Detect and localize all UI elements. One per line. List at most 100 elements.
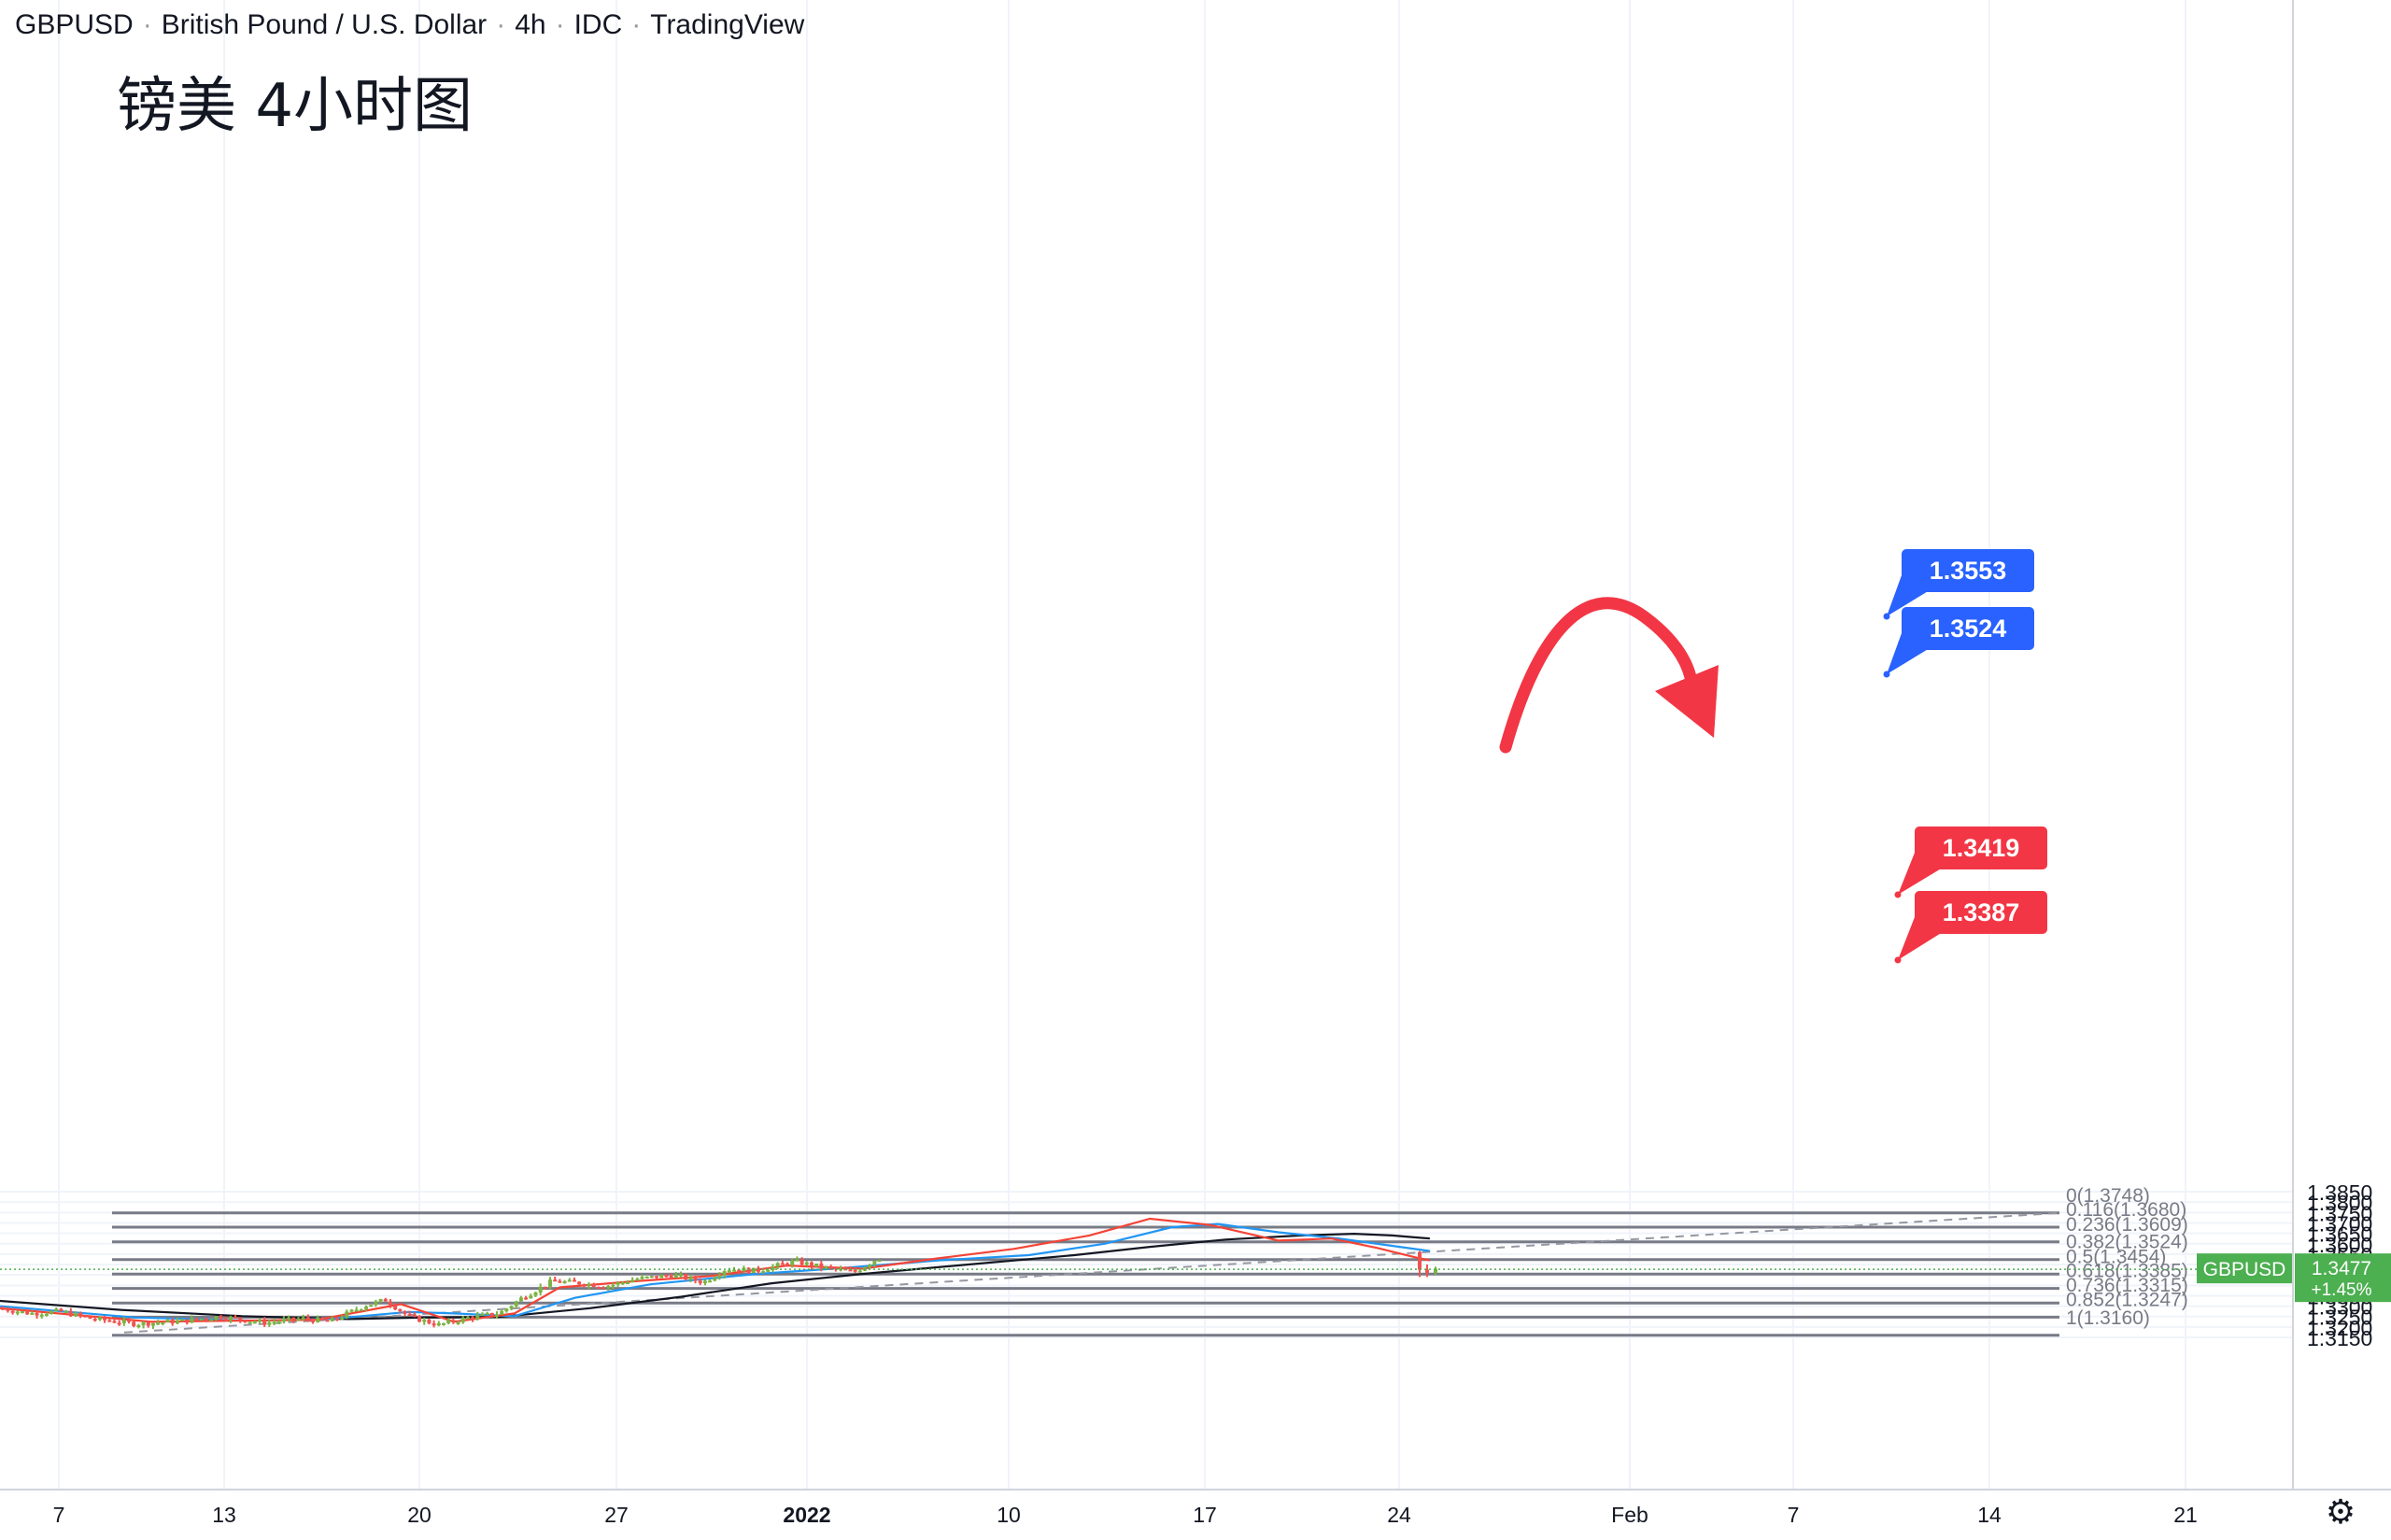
candle-body <box>809 1262 814 1266</box>
x-tick-label: 13 <box>212 1503 236 1527</box>
candle-body <box>272 1321 276 1324</box>
candle-body <box>591 1283 596 1288</box>
last-price-change: +1.45% <box>2312 1280 2372 1300</box>
candle-body <box>383 1299 388 1302</box>
x-tick-label: 17 <box>1193 1503 1217 1527</box>
candle-body <box>596 1287 601 1290</box>
y-tick-label: 1.3150 <box>2307 1326 2372 1350</box>
candle-body <box>611 1284 615 1287</box>
candle-body <box>853 1269 857 1272</box>
y-tick-label: 1.3800 <box>2307 1191 2372 1215</box>
candle-body <box>117 1322 121 1325</box>
candle-body <box>190 1318 194 1323</box>
candle-body <box>509 1306 514 1309</box>
candle-body <box>68 1310 73 1317</box>
candle-body <box>475 1315 480 1320</box>
price-label-box <box>1902 549 2034 592</box>
candle-body <box>471 1317 475 1320</box>
candle-body <box>39 1314 44 1317</box>
candle-body <box>393 1305 398 1309</box>
y-tick-label: 1.3250 <box>2307 1306 2372 1330</box>
candle-body <box>630 1279 635 1283</box>
y-tick-label: 1.3850 <box>2307 1180 2372 1205</box>
interval[interactable]: 4h <box>515 9 546 40</box>
gear-icon[interactable]: ⚙ <box>2325 1493 2356 1532</box>
data-source: IDC <box>573 9 623 40</box>
x-tick-label: 20 <box>407 1503 432 1527</box>
candle-body <box>136 1325 141 1328</box>
candle-body <box>625 1282 630 1285</box>
x-tick-label: 27 <box>604 1503 629 1527</box>
candle-body <box>398 1308 403 1311</box>
candle-body <box>369 1305 374 1307</box>
candle-body <box>669 1276 673 1279</box>
candle-body <box>489 1312 494 1316</box>
candle-body <box>732 1269 737 1272</box>
x-tick-label: 2022 <box>783 1503 830 1527</box>
candles <box>1 1250 1437 1330</box>
candle-body <box>267 1321 272 1325</box>
symbol-tag <box>2197 1253 2292 1284</box>
candle-body <box>582 1284 587 1287</box>
candle-body <box>364 1307 369 1309</box>
candle-body <box>296 1319 301 1321</box>
candle-body <box>427 1320 432 1324</box>
candle-body <box>684 1274 688 1279</box>
y-tick-label: 1.3200 <box>2307 1316 2372 1340</box>
candle-body <box>548 1279 553 1287</box>
candle-body <box>693 1277 698 1281</box>
candle-body <box>868 1264 872 1267</box>
ma-mid-line <box>0 1222 1431 1322</box>
candle-body <box>301 1317 305 1320</box>
candle-body <box>44 1313 49 1316</box>
candle-body <box>325 1320 330 1322</box>
price-label-box <box>1902 607 2034 650</box>
candle-body <box>644 1276 649 1279</box>
candle-body <box>161 1322 165 1325</box>
ma-fast-line <box>0 1217 1431 1323</box>
price-label-text: 1.3524 <box>1930 615 2007 643</box>
candle-body <box>281 1319 286 1322</box>
fib-label: 0.852(1.3247) <box>2066 1289 2188 1310</box>
candle-body <box>417 1315 422 1322</box>
x-tick-label: 7 <box>1788 1503 1800 1527</box>
candle-body <box>141 1321 146 1326</box>
candle-body <box>219 1316 223 1320</box>
candle-body <box>20 1311 24 1314</box>
candle-body <box>305 1317 310 1320</box>
y-tick-label: 1.3650 <box>2307 1222 2372 1247</box>
candle-body <box>679 1274 683 1277</box>
candle-body <box>6 1308 10 1311</box>
x-tick-label: 7 <box>53 1503 65 1527</box>
candle-body <box>316 1317 320 1322</box>
candle-body <box>795 1259 799 1262</box>
candle-body <box>1418 1251 1422 1270</box>
candle-body <box>175 1320 179 1324</box>
candle-body <box>276 1321 281 1324</box>
candle-body <box>1 1307 6 1310</box>
candle-body <box>334 1318 339 1321</box>
candle-body <box>824 1266 828 1269</box>
candle-body <box>500 1310 504 1315</box>
x-tick-label: 14 <box>1977 1503 2002 1527</box>
candle-body <box>577 1281 582 1285</box>
y-tick-label: 1.3700 <box>2307 1211 2372 1236</box>
candle-body <box>311 1319 316 1322</box>
candle-body <box>746 1267 751 1273</box>
candle-body <box>635 1279 640 1281</box>
candle-body <box>799 1259 804 1265</box>
candle-body <box>378 1299 383 1302</box>
candle-body <box>388 1301 392 1306</box>
candle-body <box>659 1275 664 1279</box>
candle-body <box>587 1283 591 1286</box>
moving-averages <box>0 1217 1431 1323</box>
candle-body <box>640 1277 644 1279</box>
candle-body <box>170 1320 175 1324</box>
candle-body <box>441 1322 446 1325</box>
candle-body <box>262 1320 267 1325</box>
symbol[interactable]: GBPUSD <box>15 9 134 40</box>
candle-body <box>702 1280 707 1284</box>
x-tick-label: Feb <box>1611 1503 1648 1527</box>
candle-body <box>156 1322 161 1325</box>
